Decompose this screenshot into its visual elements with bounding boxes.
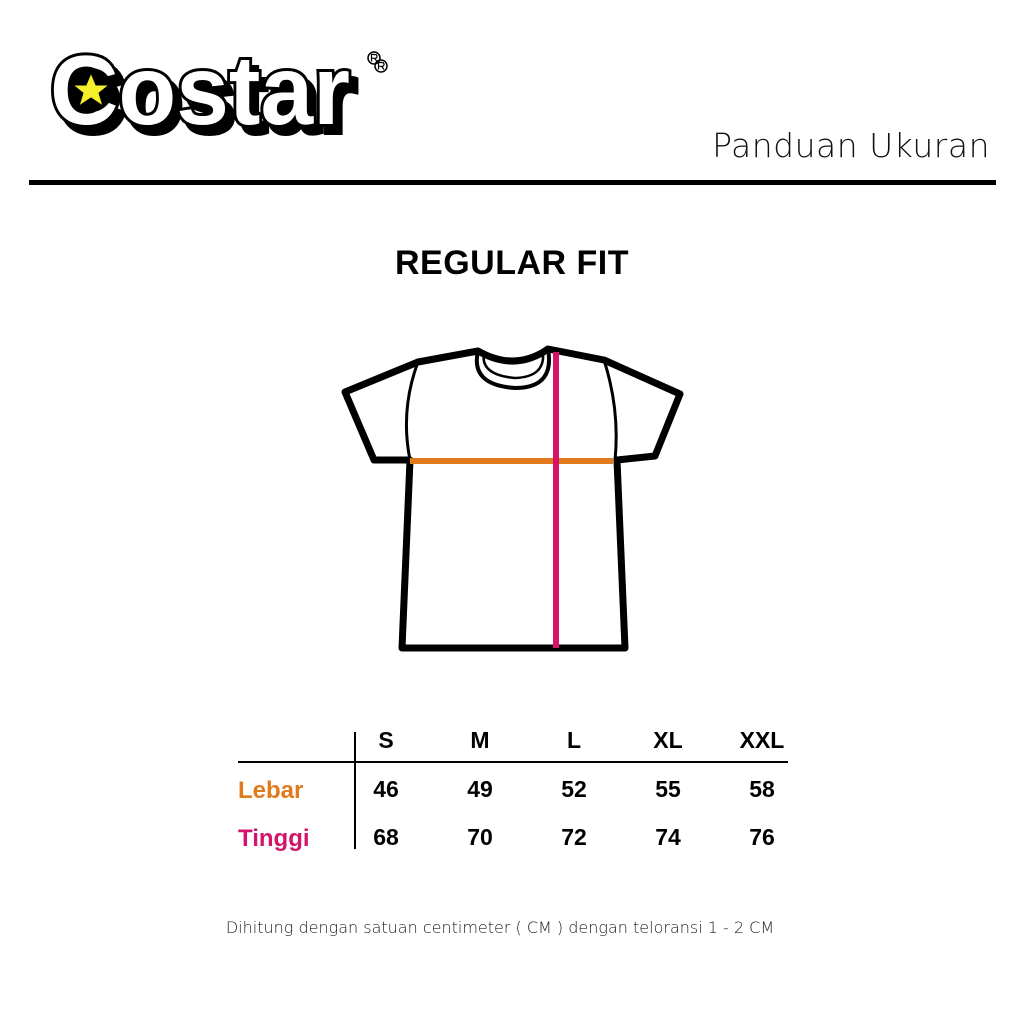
lebar-value: 49: [467, 776, 493, 802]
size-header: M: [470, 727, 490, 753]
size-header: XL: [653, 727, 683, 753]
lebar-value: 46: [373, 776, 399, 802]
costar-logo: Costar: [45, 32, 390, 150]
row-label-tinggi: Tinggi: [238, 825, 310, 852]
row-label-lebar: Lebar: [238, 777, 304, 804]
size-table: S M L XL XXL Lebar 46 49 52 55 58 Tinggi…: [238, 722, 788, 852]
size-header: XXL: [739, 727, 785, 753]
lebar-value: 58: [749, 776, 775, 802]
tinggi-value: 74: [655, 824, 681, 850]
page-subtitle: Panduan Ukuran: [712, 126, 990, 165]
tinggi-value: 68: [373, 824, 399, 850]
tinggi-value: 76: [749, 824, 775, 850]
registered-mark-icon: [367, 51, 381, 65]
lebar-value: 55: [655, 776, 681, 802]
tinggi-value: 72: [561, 824, 587, 850]
tshirt-diagram: [330, 335, 700, 665]
fit-title: REGULAR FIT: [394, 244, 630, 282]
tinggi-value: 70: [467, 824, 493, 850]
svg-text:Costar: Costar: [50, 40, 350, 145]
size-header: L: [566, 727, 582, 753]
lebar-value: 52: [561, 776, 587, 802]
tolerance-note: Dihitung dengan satuan centimeter ( CM )…: [225, 918, 775, 937]
header-divider: [29, 180, 996, 185]
size-header: S: [378, 727, 394, 753]
star-icon: [71, 71, 111, 108]
